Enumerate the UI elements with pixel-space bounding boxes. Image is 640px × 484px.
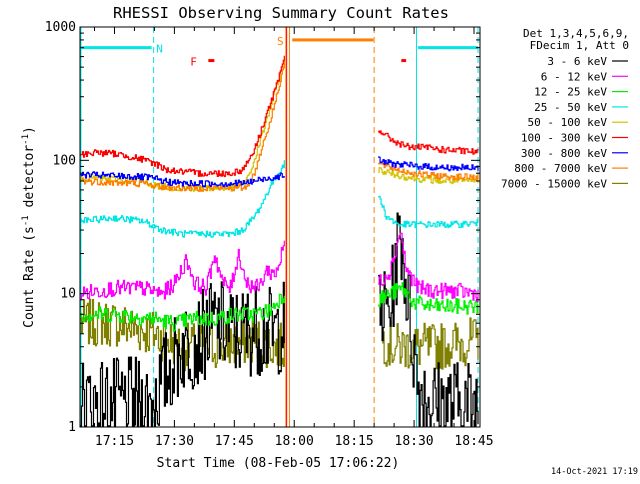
flag-bar-layer: [80, 38, 479, 63]
x-tick-label: 18:30: [395, 434, 434, 449]
flare-bar-1: [208, 59, 215, 63]
y-tick-label: 100: [53, 153, 76, 168]
plot-frame: [79, 26, 481, 428]
legend-label: 7000 - 15000 keV: [501, 177, 607, 190]
axis-ticks: 17:15 17:30 17:45 18:00 18:15 18:30 18:45 1 10 10…: [45, 20, 494, 449]
x-tick-label: 17:45: [215, 434, 254, 449]
legend-label: 800 - 7000 keV: [514, 162, 607, 175]
legend-label: 300 - 800 keV: [521, 147, 607, 160]
series-line-0-1: [382, 317, 479, 370]
flag-label-S: S: [277, 35, 284, 48]
legend-header: Det 1,3,4,5,6,9,: [523, 27, 629, 40]
y-label-part-3: ): [22, 126, 37, 134]
y-label-superscript-1: -1: [21, 215, 31, 226]
y-tick-label: 1000: [45, 20, 76, 35]
y-label-part-2: detector: [22, 145, 37, 216]
series-line-7-0: [80, 171, 285, 188]
flag-label-layer: N F S: [156, 35, 283, 69]
y-label-superscript-2: -1: [21, 134, 31, 145]
legend-header: FDecim 1, Att 0: [530, 39, 629, 52]
x-tick-label: 18:15: [335, 434, 374, 449]
x-tick-label: 17:30: [155, 434, 194, 449]
legend-label: 3 - 6 keV: [547, 55, 607, 68]
x-tick-label: 18:45: [454, 434, 493, 449]
y-tick-label: 1: [68, 420, 76, 435]
series-100-300keV: [80, 55, 479, 178]
series-line-1-0: [80, 281, 285, 427]
flare-bar-2: [401, 59, 407, 63]
saa-bar: [292, 38, 374, 42]
series-12-25keV: [80, 282, 479, 332]
flag-label-F: F: [190, 56, 197, 69]
footer-timestamp: 14-Oct-2021 17:19: [551, 467, 638, 477]
series-line-3-0: [80, 240, 285, 301]
legend-label: 12 - 25 keV: [534, 86, 607, 99]
series-25-50keV: [80, 160, 479, 238]
series-line-4-0: [80, 160, 285, 238]
series-line-4-1: [378, 195, 479, 229]
night-bar-1: [80, 46, 152, 50]
series-line-8-1: [378, 130, 479, 155]
series-300-800keV: [80, 156, 479, 188]
legend-label: 25 - 50 keV: [534, 101, 607, 114]
y-axis-label: Count Rate (s-1 detector-1): [21, 126, 37, 328]
series-line-8-0: [80, 55, 285, 178]
series-line-2-1: [378, 282, 479, 315]
legend-label: 50 - 100 keV: [528, 116, 608, 129]
series-line-2-0: [80, 293, 285, 332]
x-axis-label: Start Time (08-Feb-05 17:06:22): [157, 456, 400, 471]
series-layer: [80, 55, 479, 427]
x-tick-label: 17:15: [95, 434, 134, 449]
x-tick-label: 18:00: [275, 434, 314, 449]
night-bar-2: [418, 46, 479, 50]
legend: Det 1,3,4,5,6,9,FDecim 1, Att 0 3 - 6 keV…: [501, 27, 629, 190]
series-6-12keV: [80, 232, 479, 302]
flag-label-N: N: [156, 43, 163, 56]
chart-title: RHESSI Observing Summary Count Rates: [113, 4, 449, 22]
legend-label: 100 - 300 keV: [521, 132, 607, 145]
y-label-part-1: Count Rate (s: [22, 226, 37, 328]
series-line-3-1: [378, 232, 479, 302]
y-tick-label: 10: [60, 287, 76, 302]
legend-label: 6 - 12 keV: [541, 70, 608, 83]
series-line-7-1: [378, 156, 479, 172]
